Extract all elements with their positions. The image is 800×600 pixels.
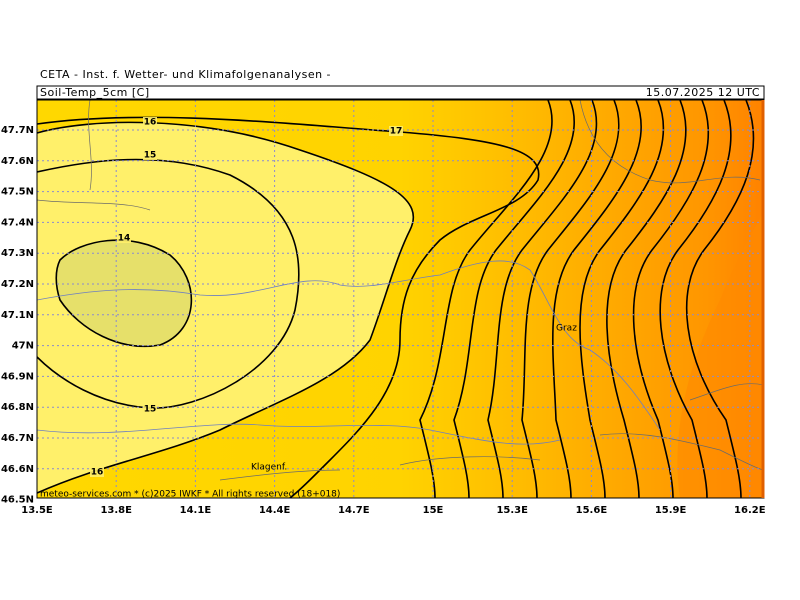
map-area	[37, 100, 764, 498]
lat-label: 47.6N	[1, 156, 34, 167]
lon-label: 15E	[423, 505, 444, 516]
contour-label: 16	[91, 468, 104, 478]
river	[37, 423, 561, 445]
label-bg	[143, 117, 157, 127]
contour-label: 15	[144, 151, 157, 161]
contour	[606, 100, 687, 498]
lat-label: 47N	[12, 341, 34, 352]
lat-label: 47.5N	[1, 187, 34, 198]
contour	[551, 100, 642, 498]
contour	[487, 100, 598, 498]
lon-label: 14.7E	[338, 505, 370, 516]
contour	[453, 100, 576, 498]
place-label: Klagenf.	[251, 463, 287, 473]
lat-label: 47.4N	[1, 217, 34, 228]
zone-15-16	[37, 122, 414, 494]
lon-label: 16.2E	[734, 505, 766, 516]
label-bg	[90, 467, 104, 477]
contour-label: 15	[144, 405, 157, 415]
contour	[419, 100, 553, 498]
footer: meteo-services.com * (c)2025 IWKF * All …	[40, 490, 340, 500]
contour-label: 14	[118, 234, 131, 244]
contour	[37, 116, 540, 498]
river	[37, 260, 661, 431]
lat-label: 46.5N	[1, 495, 34, 506]
zone-below-14	[56, 240, 192, 347]
border	[37, 100, 764, 481]
lat-label: 46.6N	[1, 464, 34, 475]
lat-label: 46.9N	[1, 371, 34, 382]
header-box	[36, 85, 765, 100]
contour	[632, 100, 710, 498]
lat-label: 47.3N	[1, 248, 34, 259]
parameter-label: Soil-Temp_5cm [C]	[40, 86, 150, 99]
lon-label: 15.9E	[655, 505, 687, 516]
contour	[37, 158, 300, 409]
lat-label: 47.1N	[1, 310, 34, 321]
lat-label: 47.7N	[1, 125, 34, 136]
zone-warm	[677, 210, 764, 498]
contour	[579, 100, 665, 498]
contour-label: 17	[390, 127, 403, 137]
lat-label: 46.8N	[1, 402, 34, 413]
valid-time: 15.07.2025 12 UTC	[646, 86, 760, 99]
label-bg	[389, 126, 403, 136]
header-title: CETA - Inst. f. Wetter- und Klimafolgena…	[40, 68, 331, 81]
contour	[659, 100, 732, 498]
lon-label: 15.3E	[496, 505, 528, 516]
lat-label: 47.2N	[1, 279, 34, 290]
contour	[37, 121, 415, 494]
lon-label: 14.1E	[180, 505, 212, 516]
place-label: Graz	[556, 324, 577, 334]
lon-label: 15.6E	[576, 505, 608, 516]
lat-label: 46.7N	[1, 433, 34, 444]
lon-label: 13.5E	[21, 505, 53, 516]
lon-label: 13.8E	[100, 505, 132, 516]
lon-label: 14.4E	[259, 505, 291, 516]
label-bg	[143, 150, 157, 160]
contour-label: 16	[144, 118, 157, 128]
contour	[521, 100, 620, 498]
grid	[37, 100, 764, 498]
label-bg	[117, 233, 131, 243]
label-bg	[143, 404, 157, 414]
